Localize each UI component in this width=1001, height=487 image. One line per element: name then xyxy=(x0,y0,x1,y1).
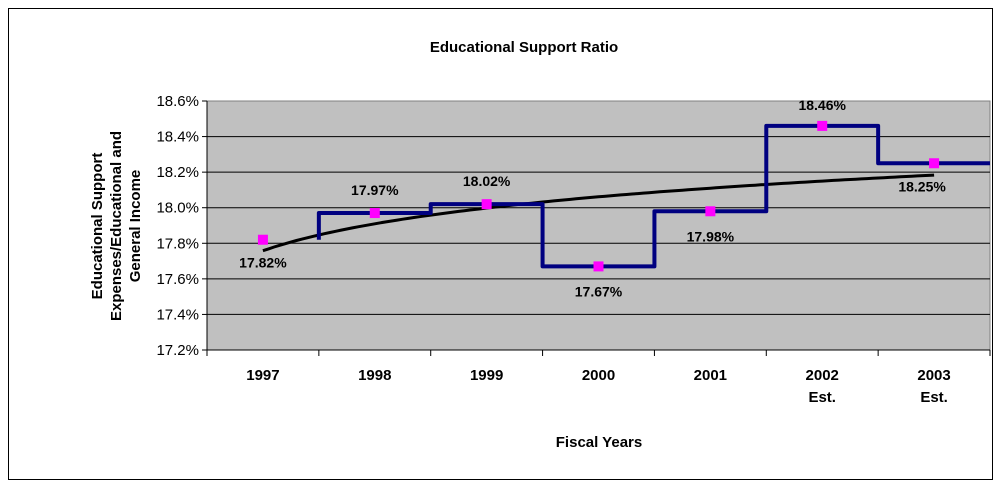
data-point-marker xyxy=(817,120,828,131)
y-tick-label: 17.8% xyxy=(156,235,199,252)
data-point-marker xyxy=(481,199,492,210)
trendline xyxy=(262,173,935,253)
chart-svg: Educational Support Ratio 17.2% 17.4% 17.6… xyxy=(89,39,991,451)
y-tick-label: 17.4% xyxy=(156,306,199,323)
plot-area xyxy=(206,100,991,351)
y-tick-label: 17.6% xyxy=(156,271,199,288)
x-tick-label: 2001 xyxy=(694,367,727,384)
y-axis: 17.2% 17.4% 17.6% 17.8% 18.0% 18.2% 18.4% 18.6% xyxy=(156,93,208,359)
y-axis-title-line: Expenses/Educational and xyxy=(108,131,125,321)
y-tick-label: 18.6% xyxy=(156,93,199,110)
chart-frame: Educational Support Ratio 17.2% 17.4% 17.6… xyxy=(8,8,993,480)
y-tick-label: 18.2% xyxy=(156,164,199,181)
data-label: 17.97% xyxy=(351,182,399,198)
x-tick-label: 1999 xyxy=(470,367,503,384)
series-line xyxy=(316,123,990,269)
gridlines xyxy=(207,136,990,315)
x-tick-label: 2002 xyxy=(806,367,839,384)
y-axis-title: Educational Support Expenses/Educational … xyxy=(89,131,144,321)
data-label: 18.02% xyxy=(463,173,511,189)
x-axis: 1997 1998 1999 2000 2001 2002 Est. 2003 Est. xyxy=(206,349,991,406)
x-tick-label-sub: Est. xyxy=(920,389,948,406)
data-label: 18.25% xyxy=(898,178,946,194)
data-point-marker xyxy=(705,206,716,217)
data-label: 17.98% xyxy=(687,228,735,244)
data-point-marker xyxy=(593,261,604,272)
data-point-marker xyxy=(369,208,380,219)
y-axis-title-line: Educational Support xyxy=(89,153,106,300)
trendline-group xyxy=(262,173,935,253)
data-point-marker xyxy=(929,158,940,169)
chart-title: Educational Support Ratio xyxy=(430,39,618,56)
data-label: 17.82% xyxy=(239,255,287,271)
x-axis-title: Fiscal Years xyxy=(556,434,642,451)
y-tick-label: 18.0% xyxy=(156,200,199,217)
y-tick-label: 17.2% xyxy=(156,342,199,359)
y-tick-label: 18.4% xyxy=(156,129,199,146)
x-tick-label: 1997 xyxy=(246,367,279,384)
x-tick-label: 2003 xyxy=(917,367,950,384)
data-label: 17.67% xyxy=(575,283,623,299)
data-labels: 17.82% 17.97% 18.02% 17.67% 17.98% 18.46% 18.2… xyxy=(239,97,946,300)
y-axis-title-line: General Income xyxy=(127,170,144,283)
data-point-marker xyxy=(257,234,268,245)
x-tick-label: 1998 xyxy=(358,367,391,384)
x-tick-label-sub: Est. xyxy=(808,389,836,406)
data-label: 18.46% xyxy=(798,97,846,113)
x-tick-label: 2000 xyxy=(582,367,615,384)
series-group xyxy=(257,120,990,272)
